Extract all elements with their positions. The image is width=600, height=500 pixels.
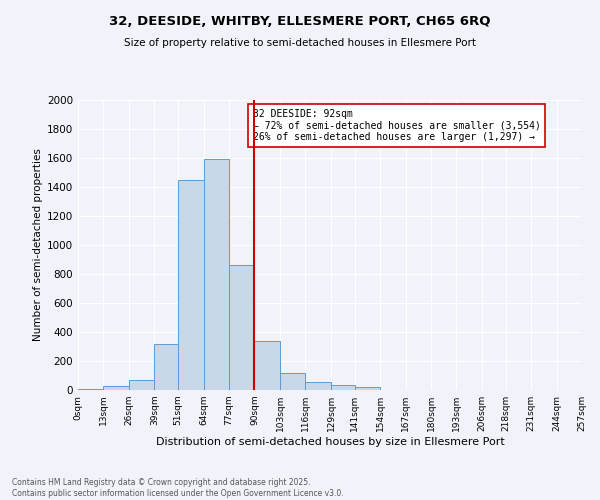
Bar xyxy=(154,344,178,390)
Text: 32 DEESIDE: 92sqm
← 72% of semi-detached houses are smaller (3,554)
26% of semi-: 32 DEESIDE: 92sqm ← 72% of semi-detached… xyxy=(253,108,541,142)
Text: 32, DEESIDE, WHITBY, ELLESMERE PORT, CH65 6RQ: 32, DEESIDE, WHITBY, ELLESMERE PORT, CH6… xyxy=(109,15,491,28)
Bar xyxy=(78,388,103,390)
Bar xyxy=(355,387,380,390)
Bar xyxy=(178,180,203,390)
Bar xyxy=(129,380,154,390)
Bar xyxy=(254,340,280,390)
Text: Contains HM Land Registry data © Crown copyright and database right 2025.
Contai: Contains HM Land Registry data © Crown c… xyxy=(12,478,344,498)
Bar xyxy=(331,385,355,390)
Y-axis label: Number of semi-detached properties: Number of semi-detached properties xyxy=(33,148,43,342)
Bar xyxy=(229,266,254,390)
X-axis label: Distribution of semi-detached houses by size in Ellesmere Port: Distribution of semi-detached houses by … xyxy=(155,437,505,447)
Bar xyxy=(203,160,229,390)
Bar xyxy=(305,382,331,390)
Text: Size of property relative to semi-detached houses in Ellesmere Port: Size of property relative to semi-detach… xyxy=(124,38,476,48)
Bar xyxy=(103,386,129,390)
Bar xyxy=(280,372,305,390)
